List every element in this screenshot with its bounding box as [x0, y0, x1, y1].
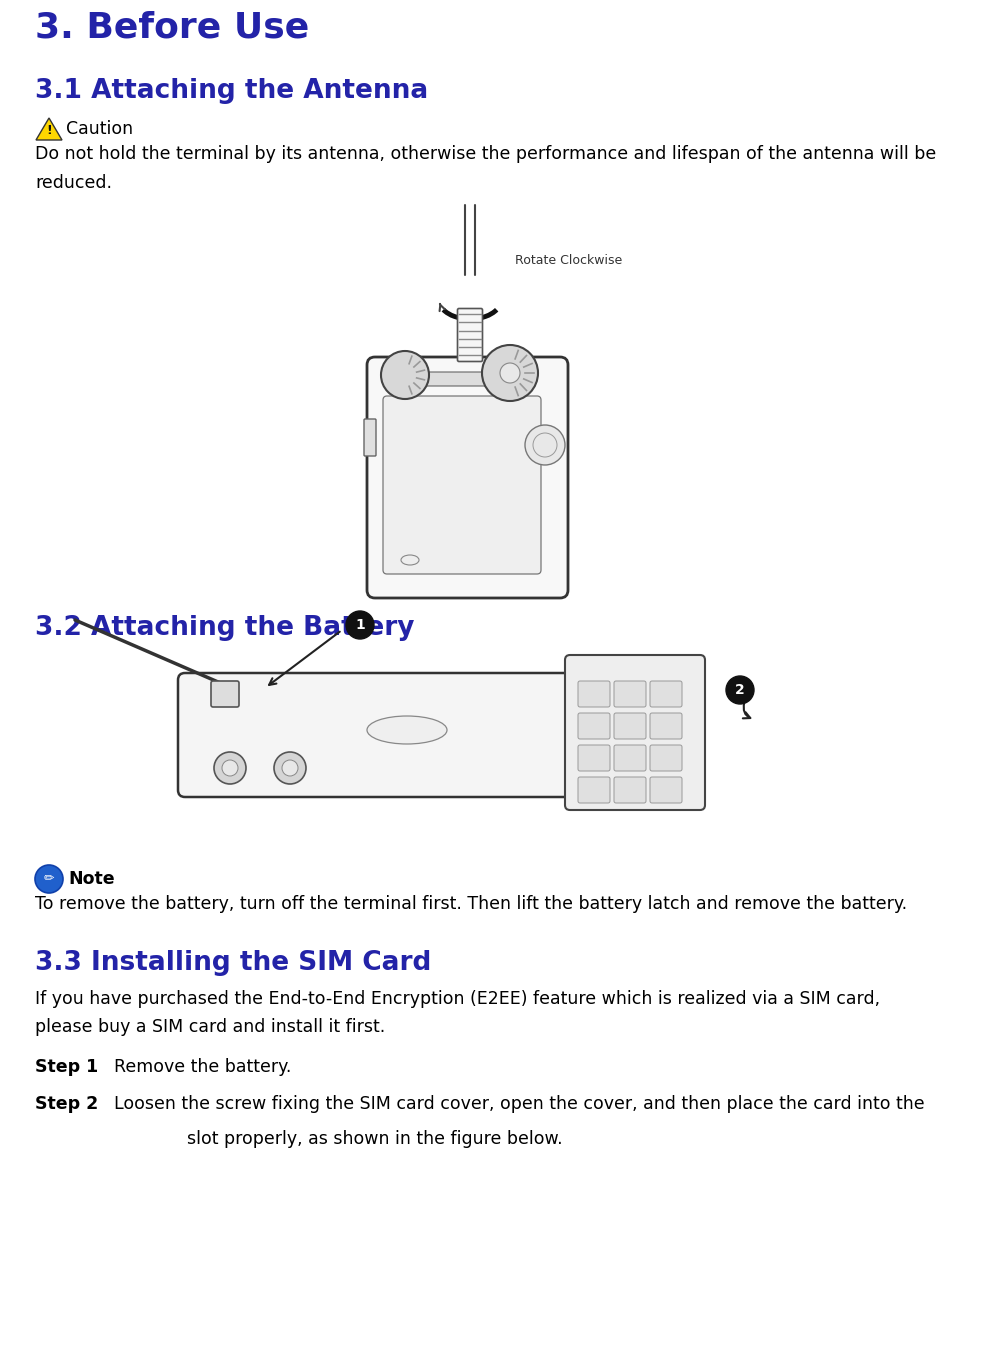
FancyBboxPatch shape — [565, 656, 705, 810]
Text: Do not hold the terminal by its antenna, otherwise the performance and lifespan : Do not hold the terminal by its antenna,… — [35, 145, 936, 193]
Circle shape — [525, 425, 565, 464]
Text: Loosen the screw fixing the SIM card cover, open the cover, and then place the c: Loosen the screw fixing the SIM card cov… — [103, 1096, 925, 1113]
FancyBboxPatch shape — [650, 682, 682, 708]
FancyBboxPatch shape — [614, 777, 646, 803]
FancyBboxPatch shape — [364, 419, 376, 456]
FancyBboxPatch shape — [211, 682, 239, 708]
Text: !: ! — [46, 124, 52, 138]
FancyBboxPatch shape — [578, 682, 610, 708]
FancyBboxPatch shape — [650, 777, 682, 803]
FancyBboxPatch shape — [614, 682, 646, 708]
Ellipse shape — [401, 555, 419, 566]
Circle shape — [726, 676, 754, 703]
Circle shape — [35, 865, 63, 893]
Circle shape — [222, 759, 238, 776]
Polygon shape — [36, 117, 62, 139]
Text: To remove the battery, turn off the terminal first. Then lift the battery latch : To remove the battery, turn off the term… — [35, 895, 907, 912]
FancyBboxPatch shape — [578, 777, 610, 803]
FancyBboxPatch shape — [578, 744, 610, 770]
Text: Note: Note — [68, 870, 115, 888]
Text: 1: 1 — [355, 617, 365, 632]
Circle shape — [274, 753, 306, 784]
Circle shape — [214, 753, 246, 784]
FancyBboxPatch shape — [424, 372, 491, 387]
Text: 3.3 Installing the SIM Card: 3.3 Installing the SIM Card — [35, 949, 431, 975]
Circle shape — [282, 759, 298, 776]
FancyBboxPatch shape — [614, 744, 646, 770]
Text: 3.1 Attaching the Antenna: 3.1 Attaching the Antenna — [35, 78, 428, 104]
Circle shape — [381, 351, 429, 399]
Circle shape — [482, 346, 538, 402]
Circle shape — [346, 611, 374, 639]
Ellipse shape — [367, 716, 447, 744]
FancyBboxPatch shape — [650, 744, 682, 770]
Circle shape — [500, 363, 520, 382]
FancyBboxPatch shape — [178, 673, 577, 796]
FancyBboxPatch shape — [650, 713, 682, 739]
Text: slot properly, as shown in the figure below.: slot properly, as shown in the figure be… — [143, 1130, 563, 1147]
Text: Caution: Caution — [66, 120, 134, 138]
Text: If you have purchased the End-to-End Encryption (E2EE) feature which is realized: If you have purchased the End-to-End Enc… — [35, 990, 880, 1037]
Text: Remove the battery.: Remove the battery. — [103, 1059, 292, 1076]
Text: ✏: ✏ — [44, 873, 54, 885]
Text: Rotate Clockwise: Rotate Clockwise — [515, 254, 623, 266]
FancyBboxPatch shape — [578, 713, 610, 739]
FancyBboxPatch shape — [383, 396, 541, 574]
Text: 3.2 Attaching the Battery: 3.2 Attaching the Battery — [35, 615, 414, 641]
Text: 2: 2 — [736, 683, 745, 697]
FancyBboxPatch shape — [367, 357, 568, 598]
Text: Step 1: Step 1 — [35, 1059, 98, 1076]
Text: Step 2: Step 2 — [35, 1096, 98, 1113]
FancyBboxPatch shape — [458, 309, 482, 362]
Text: 3. Before Use: 3. Before Use — [35, 10, 309, 44]
FancyBboxPatch shape — [614, 713, 646, 739]
